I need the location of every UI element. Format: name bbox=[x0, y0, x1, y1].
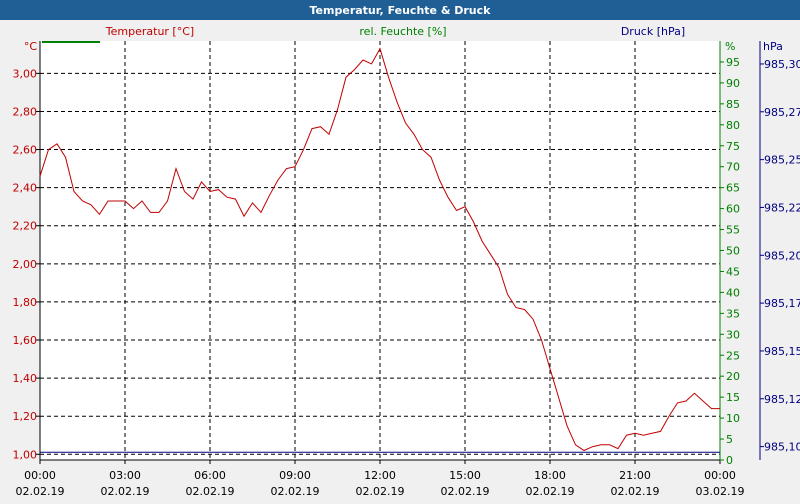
humidity-tick-label: 30 bbox=[726, 328, 740, 341]
x-tick-time-label: 00:00 bbox=[24, 469, 56, 482]
title-bar bbox=[0, 0, 800, 20]
humidity-tick-label: 75 bbox=[726, 140, 740, 153]
x-tick-date-label: 02.02.19 bbox=[186, 485, 235, 498]
x-tick-time-label: 21:00 bbox=[619, 469, 651, 482]
x-tick-time-label: 12:00 bbox=[364, 469, 396, 482]
pressure-tick-label: 985,25 bbox=[764, 154, 800, 167]
temperature-tick-label: 1,20 bbox=[13, 410, 38, 423]
humidity-tick-label: 60 bbox=[726, 203, 740, 216]
temperature-series-line bbox=[39, 47, 720, 452]
temperature-unit-label: °C bbox=[24, 40, 38, 53]
humidity-tick-label: 10 bbox=[726, 412, 740, 425]
humidity-tick-label: 70 bbox=[726, 161, 740, 174]
x-tick-time-label: 18:00 bbox=[534, 469, 566, 482]
humidity-tick-label: 85 bbox=[726, 98, 740, 111]
x-tick-time-label: 06:00 bbox=[194, 469, 226, 482]
humidity-tick-label: 15 bbox=[726, 391, 740, 404]
chart-title: Temperatur, Feuchte & Druck bbox=[310, 4, 492, 17]
pressure-tick-label: 985,27 bbox=[764, 106, 800, 119]
temperature-tick-label: 1,40 bbox=[13, 372, 38, 385]
pressure-tick-label: 985,30 bbox=[764, 58, 800, 71]
temperature-tick-label: 2,40 bbox=[13, 182, 38, 195]
humidity-tick-label: 80 bbox=[726, 119, 740, 132]
humidity-tick-label: 25 bbox=[726, 349, 740, 362]
pressure-tick-label: 985,17 bbox=[764, 297, 800, 310]
x-tick-date-label: 02.02.19 bbox=[101, 485, 150, 498]
humidity-tick-label: 90 bbox=[726, 77, 740, 90]
humidity-tick-label: 40 bbox=[726, 286, 740, 299]
x-tick-time-label: 03:00 bbox=[109, 469, 141, 482]
temperature-tick-label: 1,80 bbox=[13, 296, 38, 309]
temperature-tick-label: 2,80 bbox=[13, 105, 38, 118]
x-tick-date-label: 03.02.19 bbox=[696, 485, 745, 498]
humidity-tick-label: 20 bbox=[726, 370, 740, 383]
plot-area bbox=[40, 41, 720, 460]
pressure-tick-label: 985,20 bbox=[764, 249, 800, 262]
humidity-tick-label: 35 bbox=[726, 307, 740, 320]
x-tick-date-label: 02.02.19 bbox=[526, 485, 575, 498]
humidity-tick-label: 95 bbox=[726, 56, 740, 69]
x-tick-date-label: 02.02.19 bbox=[356, 485, 405, 498]
humidity-tick-label: 55 bbox=[726, 224, 740, 237]
legend-humidity: rel. Feuchte [%] bbox=[359, 25, 446, 38]
temperature-tick-label: 2,60 bbox=[13, 144, 38, 157]
pressure-tick-label: 985,22 bbox=[764, 201, 800, 214]
humidity-tick-label: 65 bbox=[726, 182, 740, 195]
x-tick-time-label: 09:00 bbox=[279, 469, 311, 482]
x-tick-time-label: 00:00 bbox=[704, 469, 736, 482]
x-tick-date-label: 02.02.19 bbox=[16, 485, 65, 498]
humidity-tick-label: 45 bbox=[726, 265, 740, 278]
temperature-tick-label: 2,20 bbox=[13, 220, 38, 233]
pressure-tick-label: 985,12 bbox=[764, 393, 800, 406]
x-tick-time-label: 15:00 bbox=[449, 469, 481, 482]
temperature-tick-label: 2,00 bbox=[13, 258, 38, 271]
pressure-unit-label: hPa bbox=[763, 40, 783, 53]
humidity-unit-label: % bbox=[725, 40, 735, 53]
legend-temperature: Temperatur [°C] bbox=[105, 25, 194, 38]
temperature-tick-label: 1,00 bbox=[13, 448, 38, 461]
humidity-tick-label: 5 bbox=[726, 433, 733, 446]
x-tick-date-label: 02.02.19 bbox=[611, 485, 660, 498]
humidity-tick-label: 50 bbox=[726, 245, 740, 258]
x-tick-date-label: 02.02.19 bbox=[271, 485, 320, 498]
pressure-tick-label: 985,10 bbox=[764, 441, 800, 454]
legend-pressure: Druck [hPa] bbox=[621, 25, 685, 38]
temperature-tick-label: 3,00 bbox=[13, 67, 38, 80]
pressure-tick-label: 985,15 bbox=[764, 345, 800, 358]
x-tick-date-label: 02.02.19 bbox=[441, 485, 490, 498]
temperature-tick-label: 1,60 bbox=[13, 334, 38, 347]
humidity-tick-label: 0 bbox=[726, 454, 733, 467]
